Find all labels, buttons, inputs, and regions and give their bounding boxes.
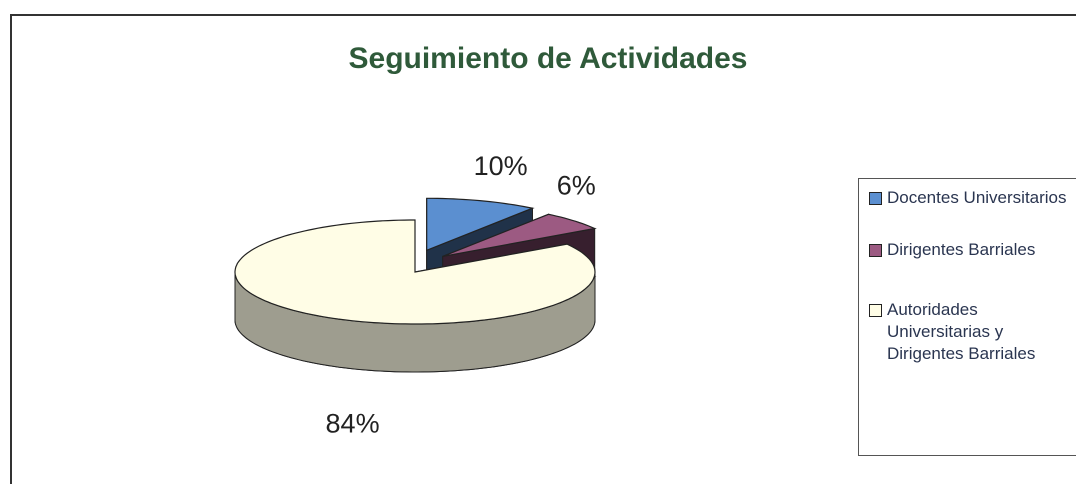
legend-swatch [869, 304, 882, 317]
legend-swatch [869, 192, 882, 205]
chart-frame [10, 14, 1076, 484]
legend-swatch [869, 244, 882, 257]
chart-title: Seguimiento de Actividades [349, 42, 748, 75]
slice-top [442, 213, 597, 257]
legend-item: Dirigentes Barriales [869, 239, 1076, 261]
legend-label: Docentes Universitarios [887, 188, 1067, 207]
legend-item: Autoridades Universitarias y Dirigentes … [869, 299, 1076, 365]
slice-top [234, 219, 596, 325]
value-label: 6% [557, 170, 596, 200]
legend-label: Autoridades Universitarias y Dirigentes … [887, 300, 1036, 363]
slice-top [426, 197, 535, 252]
value-label: 84% [326, 408, 380, 438]
legend: Docentes Universitarios Dirigentes Barria… [858, 178, 1076, 456]
legend-item: Docentes Universitarios [869, 187, 1076, 209]
slice [234, 219, 596, 373]
value-label: 10% [474, 151, 528, 181]
legend-label: Dirigentes Barriales [887, 240, 1036, 259]
